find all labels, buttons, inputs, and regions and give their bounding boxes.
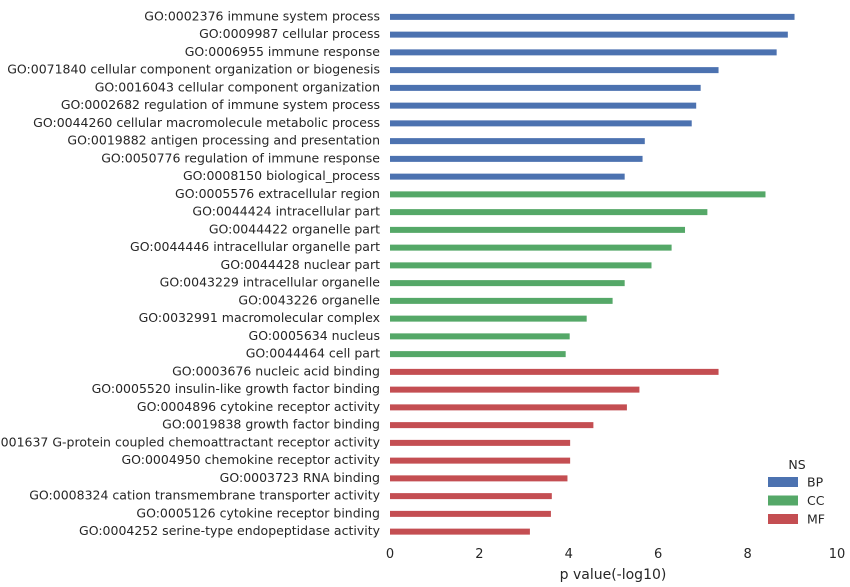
category-label: GO:0043229 intracellular organelle xyxy=(160,275,381,290)
category-label: GO:0044464 cell part xyxy=(246,346,380,361)
category-label: GO:0019838 growth factor binding xyxy=(162,417,380,432)
legend-title: NS xyxy=(788,457,805,472)
x-tick-label: 2 xyxy=(475,547,483,562)
category-label: GO:0005126 cytokine receptor binding xyxy=(136,505,380,520)
legend-label-cc: CC xyxy=(807,493,825,508)
legend-swatch-mf xyxy=(768,514,798,524)
category-label: GO:0004950 chemokine receptor activity xyxy=(121,452,380,467)
category-label: GO:0044424 intracellular part xyxy=(192,204,380,219)
category-label: GO:0050776 regulation of immune response xyxy=(101,150,380,165)
legend-swatch-bp xyxy=(768,477,798,487)
bar-bp xyxy=(390,67,719,74)
x-tick-label: 4 xyxy=(565,547,573,562)
category-label: GO:0002682 regulation of immune system p… xyxy=(61,97,380,112)
category-label: GO:0032991 macromolecular complex xyxy=(139,310,380,325)
bar-cc xyxy=(390,262,652,269)
bar-cc xyxy=(390,191,766,198)
category-label: GO:0071840 cellular component organizati… xyxy=(7,62,380,77)
category-label: GO:0001637 G-protein coupled chemoattrac… xyxy=(0,434,381,449)
x-axis-title: p value(-log10) xyxy=(560,567,667,583)
legend: NS BP CC MF xyxy=(768,457,825,527)
bars xyxy=(390,13,795,535)
x-tick-label: 6 xyxy=(654,547,662,562)
bar-mf xyxy=(390,528,530,535)
category-label: GO:0005520 insulin-like growth factor bi… xyxy=(92,381,380,396)
bar-mf xyxy=(390,368,719,375)
bar-mf xyxy=(390,493,552,500)
category-label: GO:0006955 immune response xyxy=(185,44,381,59)
bar-cc xyxy=(390,333,570,340)
bar-mf xyxy=(390,422,594,429)
bar-mf xyxy=(390,457,571,464)
legend-label-mf: MF xyxy=(807,512,825,527)
bar-bp xyxy=(390,31,788,38)
category-label: GO:0043226 organelle xyxy=(238,292,380,307)
category-labels: GO:0002376 immune system process GO:00099… xyxy=(0,8,381,538)
bar-cc xyxy=(390,244,672,251)
category-label: GO:0005634 nucleus xyxy=(249,328,380,343)
x-tick-label: 8 xyxy=(743,547,751,562)
category-label: GO:0009987 cellular process xyxy=(199,26,380,41)
bar-cc xyxy=(390,209,708,216)
bar-cc xyxy=(390,315,587,322)
x-tick-label: 0 xyxy=(386,547,394,562)
legend-swatch-cc xyxy=(768,495,798,506)
category-label: GO:0044428 nuclear part xyxy=(221,257,381,272)
legend-label-bp: BP xyxy=(807,475,824,490)
category-label: GO:0044422 organelle part xyxy=(209,221,380,236)
bar-cc xyxy=(390,351,566,358)
bar-mf xyxy=(390,404,627,411)
x-tick-label: 10 xyxy=(829,547,846,562)
bar-bp xyxy=(390,102,697,109)
category-label: GO:0019882 antigen processing and presen… xyxy=(67,133,380,148)
bar-mf xyxy=(390,510,551,517)
bar-bp xyxy=(390,155,643,162)
bar-bp xyxy=(390,13,795,20)
category-label: GO:0008324 cation transmembrane transpor… xyxy=(29,488,380,503)
x-axis-ticks: 0 2 4 6 8 10 xyxy=(386,547,845,562)
legend-entries: BP CC MF xyxy=(768,475,825,527)
category-label: GO:0005576 extracellular region xyxy=(175,186,380,201)
bar-mf xyxy=(390,475,568,482)
category-label: GO:0003676 nucleic acid binding xyxy=(172,363,380,378)
category-label: GO:0016043 cellular component organizati… xyxy=(95,79,380,94)
category-label: GO:0044446 intracellular organelle part xyxy=(130,239,380,254)
category-label: GO:0002376 immune system process xyxy=(144,8,380,23)
category-label: GO:0008150 biological_process xyxy=(183,168,380,183)
bar-mf xyxy=(390,439,571,446)
category-label: GO:0044260 cellular macromolecule metabo… xyxy=(33,115,380,130)
category-label: GO:0004896 cytokine receptor activity xyxy=(137,399,381,414)
bar-mf xyxy=(390,386,640,393)
bar-bp xyxy=(390,173,625,180)
category-label: GO:0003723 RNA binding xyxy=(220,470,380,485)
category-label: GO:0004252 serine-type endopeptidase act… xyxy=(79,523,381,538)
bar-bp xyxy=(390,84,701,91)
bar-bp xyxy=(390,49,777,56)
bar-bp xyxy=(390,120,692,127)
bar-cc xyxy=(390,280,625,287)
bar-cc xyxy=(390,297,613,304)
bar-bp xyxy=(390,138,645,145)
bar-cc xyxy=(390,226,686,233)
